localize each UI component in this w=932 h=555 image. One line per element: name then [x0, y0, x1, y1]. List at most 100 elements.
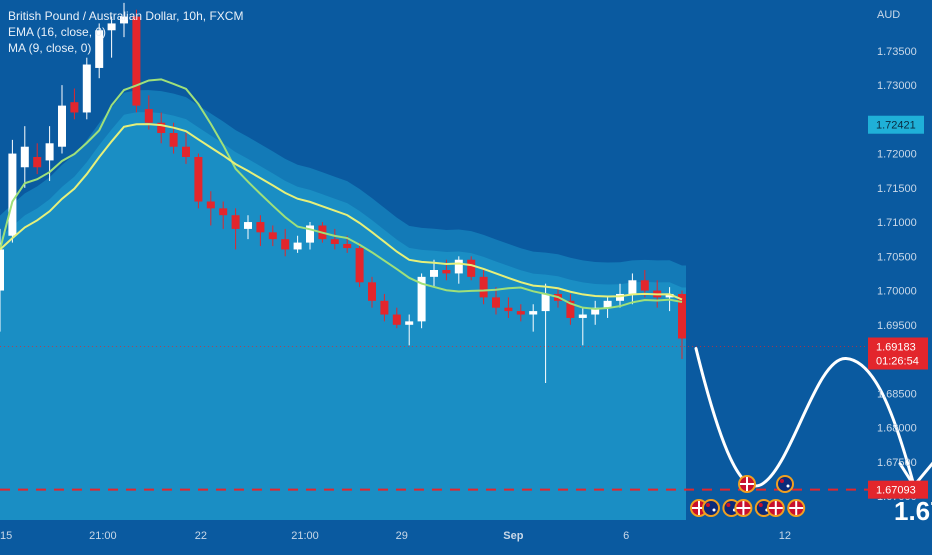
candle-down: [206, 201, 215, 209]
candle-down: [169, 133, 178, 147]
candle-up: [541, 293, 550, 312]
flag-canton: [706, 503, 710, 507]
candle-down: [355, 248, 364, 283]
candle-up: [454, 259, 463, 274]
price-tick: 1.72000: [877, 149, 917, 161]
ema-area-layer: [0, 90, 686, 520]
candle-down: [194, 156, 203, 202]
price-tick: 1.70500: [877, 251, 917, 263]
price-tick: 1.73000: [877, 80, 917, 92]
candle-up: [58, 105, 66, 147]
symbol-title[interactable]: British Pound / Australian Dollar, 10h, …: [8, 9, 244, 23]
price-tick: 1.68000: [877, 423, 917, 435]
time-tick: 22: [195, 530, 207, 542]
indicator-lines-layer: [0, 78, 683, 310]
time-tick: 21:00: [89, 530, 117, 542]
flag-star: [712, 508, 716, 512]
candle-up: [120, 16, 128, 24]
price-tick: 1.68500: [877, 388, 917, 400]
projection-curve: [694, 347, 916, 488]
flag-star: [786, 484, 790, 488]
time-tick: 12: [779, 530, 791, 542]
candle-down: [516, 311, 525, 315]
target-badge: [868, 480, 928, 499]
overlay-layer: 1.67087: [0, 346, 932, 526]
time-tick: 21:00: [291, 530, 319, 542]
price-axis: AUD1.735001.730001.725001.720001.715001.…: [868, 9, 928, 503]
candle-down: [70, 102, 79, 113]
ma-legend[interactable]: MA (9, close, 0): [8, 41, 92, 55]
candles-layer: [0, 2, 686, 384]
candle-down: [330, 239, 339, 244]
candle-down: [182, 146, 190, 157]
candle-up: [616, 293, 624, 301]
time-tick: 15: [0, 530, 12, 542]
candle-up: [591, 307, 600, 315]
time-tick: Sep: [503, 530, 523, 542]
current-price-label: 1.72421: [876, 120, 916, 132]
axis-currency: AUD: [877, 9, 900, 21]
flag-canton: [780, 479, 784, 483]
candle-up: [0, 249, 4, 291]
target-label: 1.67093: [876, 485, 916, 497]
candle-up: [405, 321, 414, 325]
price-tick: 1.67500: [877, 457, 917, 469]
ema-line: [0, 123, 683, 301]
candle-down: [268, 232, 277, 240]
last-price-label: 1.69183: [876, 342, 916, 354]
candle-up: [665, 293, 674, 298]
candle-down: [281, 239, 290, 250]
candle-down: [380, 300, 389, 315]
candle-down: [392, 314, 401, 325]
candle-down: [566, 300, 575, 318]
candle-down: [467, 259, 476, 277]
candle-down: [219, 208, 228, 216]
candle-up: [293, 242, 302, 250]
countdown-label: 01:26:54: [876, 356, 919, 368]
current-price-badge: [868, 115, 924, 134]
candle-up: [306, 225, 314, 243]
candle-down: [157, 122, 166, 134]
candle-down: [144, 109, 153, 123]
candle-up: [529, 311, 538, 315]
candle-down: [504, 307, 513, 312]
candle-up: [244, 222, 252, 229]
target-annotation: 1.67087: [894, 496, 932, 526]
candle-down: [132, 16, 141, 106]
time-tick: 29: [396, 530, 408, 542]
candle-up: [417, 276, 426, 322]
candle-up: [578, 314, 587, 318]
flag-canton: [758, 503, 763, 507]
candle-up: [603, 300, 612, 308]
candle-up: [628, 280, 637, 294]
candle-down: [368, 282, 376, 301]
candle-down: [343, 243, 352, 249]
ema-band-inner: [0, 112, 686, 520]
flag-canton: [726, 503, 731, 507]
ema-legend[interactable]: EMA (16, close, 0): [8, 25, 107, 39]
event-flag-au: [704, 501, 718, 515]
price-tick: 1.71000: [877, 217, 917, 229]
price-tick: 1.73500: [877, 46, 917, 58]
time-tick: 6: [623, 530, 629, 542]
price-tick: 1.70000: [877, 286, 917, 298]
candle-up: [8, 153, 17, 236]
candle-down: [678, 293, 686, 339]
candle-up: [95, 30, 104, 68]
candle-down: [442, 270, 451, 274]
candle-up: [430, 270, 438, 277]
candle-up: [45, 143, 54, 161]
candle-down: [256, 222, 265, 233]
candle-up: [107, 23, 116, 31]
price-tick: 1.69500: [877, 320, 917, 332]
chart-legend: British Pound / Australian Dollar, 10h, …: [8, 8, 243, 56]
candle-down: [640, 280, 649, 291]
last-price-badge: [868, 337, 928, 370]
candle-down: [479, 276, 488, 298]
candle-down: [33, 156, 42, 168]
candle-up: [82, 64, 91, 113]
time-axis: 15 21:00 22 21:00 29 Sep 6 12: [0, 530, 791, 542]
candle-down: [492, 297, 500, 308]
